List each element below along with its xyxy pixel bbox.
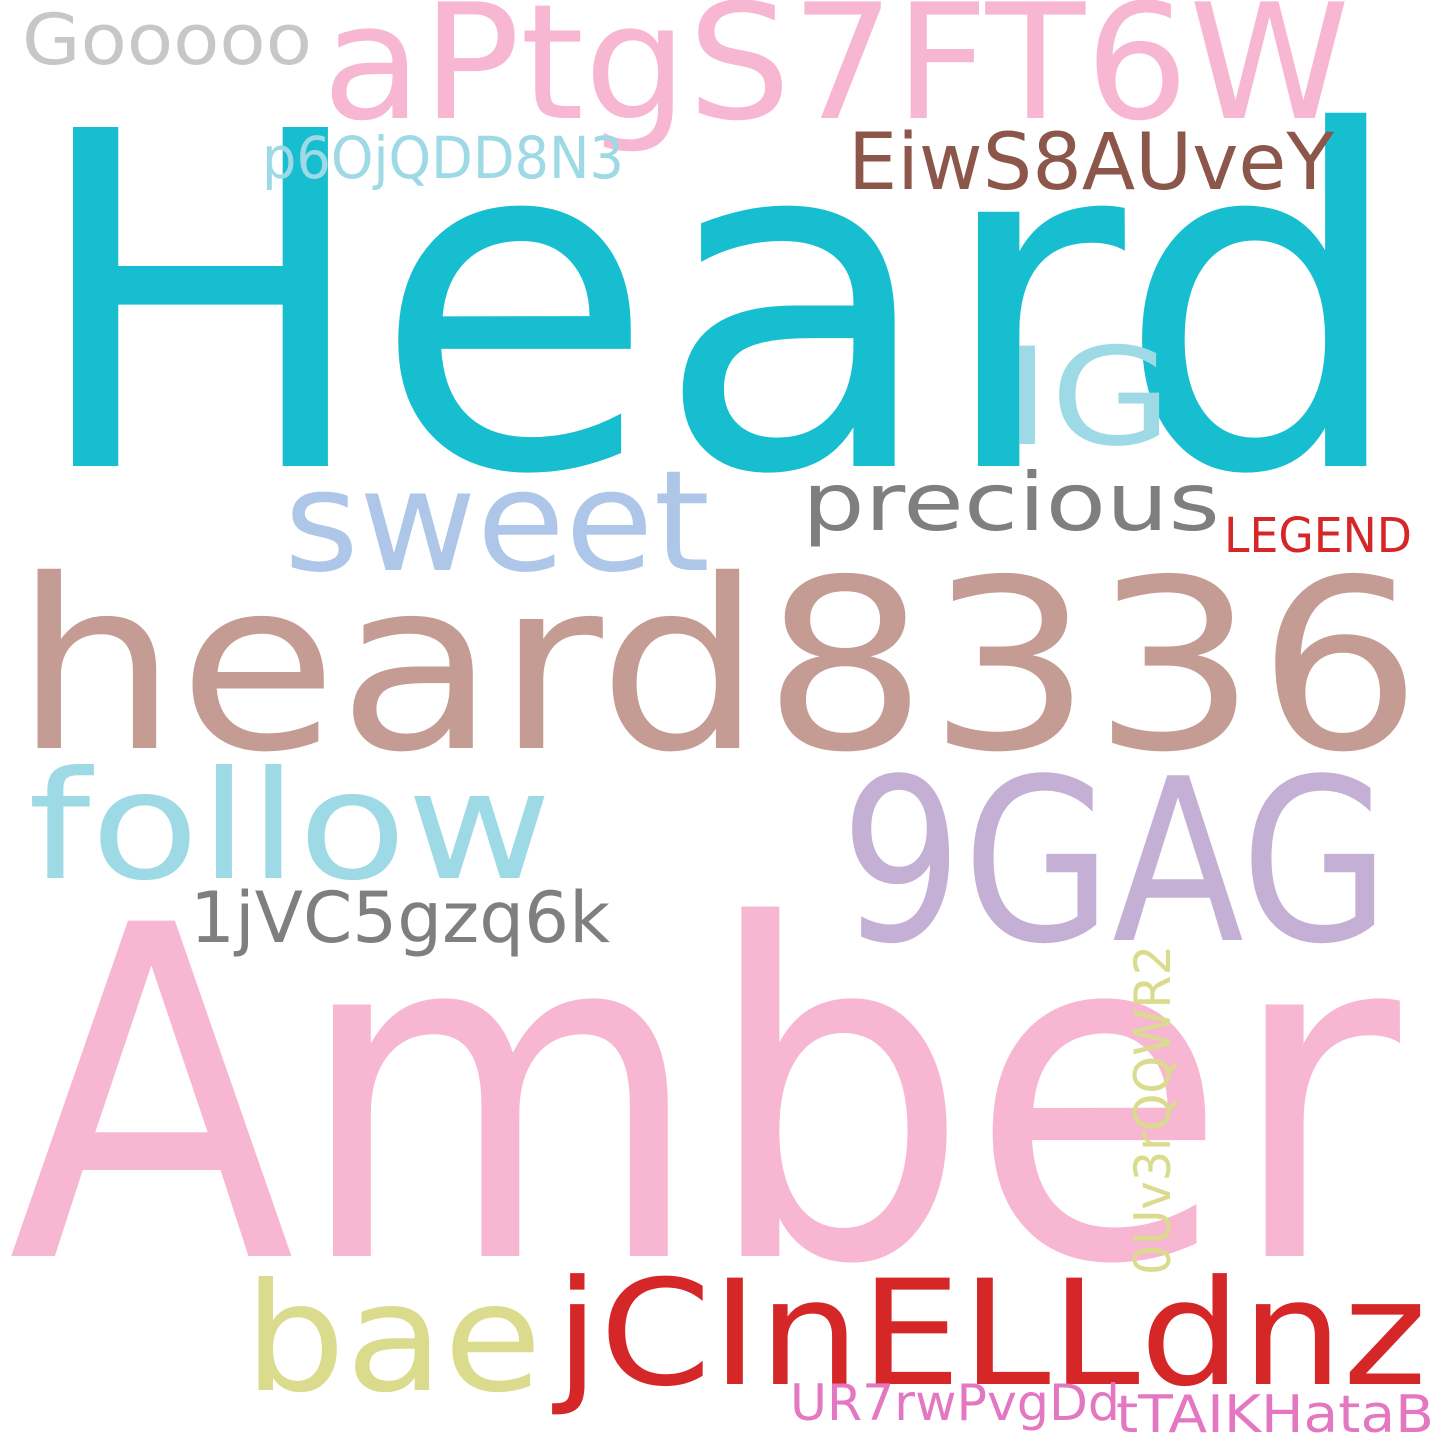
word-0uv3rqqwr2: 0Uv3rQQWR2 (1124, 945, 1182, 1275)
word-amber: Amber (8, 830, 1404, 1365)
word-bae: bae (244, 1252, 542, 1426)
word-ur7rwpvgdd: UR7rwPvgDd (790, 1374, 1120, 1432)
word-p6ojqdd8n3: p6OjQDD8N3 (262, 124, 624, 192)
word-gooooo: Gooooo (22, 0, 312, 81)
word-eiws8auvey: EiwS8AUveY (848, 118, 1334, 208)
word-legend: LEGEND (1224, 508, 1412, 564)
word-sweet: sweet (284, 441, 710, 604)
word-heard8336: heard8336 (14, 529, 1422, 804)
word-ig: IG (1004, 319, 1172, 476)
word-ttaikhatab: tTAIKHataB (1116, 1385, 1434, 1440)
word-follow: follow (28, 740, 552, 914)
word-heard: Heard (28, 34, 1408, 576)
word-1jvc5gzq6k: 1jVC5gzq6k (190, 877, 610, 959)
word-9gag: 9GAG (840, 731, 1390, 994)
word-aptgs7ft6w: aPtgS7FT6W (322, 0, 1350, 156)
word-precious: precious (802, 456, 1220, 549)
word-jcinelldnz: jCInELLdnz (552, 1249, 1427, 1419)
